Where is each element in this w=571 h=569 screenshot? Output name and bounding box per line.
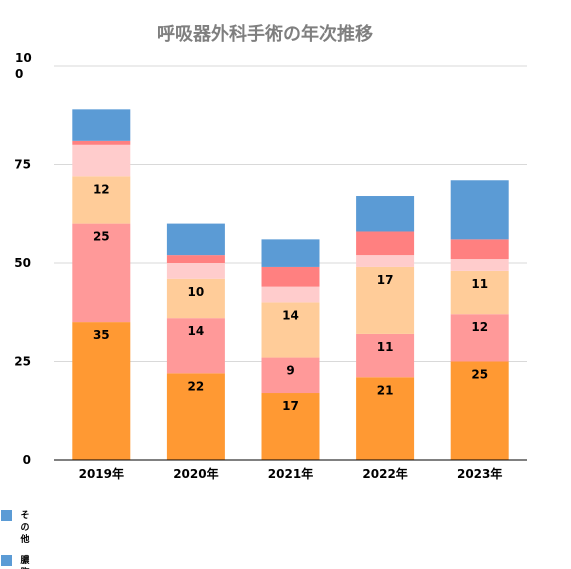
bar-segment [261, 357, 320, 394]
bar-segment [356, 196, 415, 232]
axes: 0 25 50 75 10 0 2019年 2020年 2021年 2022年 2023年 [14, 51, 527, 481]
bar-segment [72, 140, 131, 145]
data-label: 25 [93, 230, 110, 244]
data-label: 21 [377, 383, 394, 397]
bar-segment [166, 373, 225, 460]
x-tick-label: 2023年 [457, 466, 502, 481]
bar-segment [72, 322, 131, 460]
legend-swatch [1, 510, 12, 521]
y-tick-label: 10 0 [15, 51, 32, 81]
bar-segment [72, 176, 131, 224]
bar-segment [356, 231, 415, 256]
bar-segment [356, 255, 415, 267]
data-label: 22 [188, 379, 205, 393]
bar-segment [166, 318, 225, 374]
x-tick-label: 2021年 [268, 466, 313, 481]
legend-swatch [1, 555, 12, 566]
chart-title: 呼吸器外科手術の年次推移 [157, 23, 373, 45]
data-label: 11 [377, 340, 394, 354]
bar-segment [261, 302, 320, 358]
data-label: 10 [188, 285, 205, 299]
data-label: 14 [282, 308, 299, 322]
y-tick-label: 50 [14, 256, 31, 270]
bar-segment [356, 266, 415, 334]
bar-segment [450, 270, 509, 315]
y-tick-label: 75 [14, 158, 31, 172]
data-label: 35 [93, 328, 110, 342]
data-labels: 35 25 12 22 14 10 17 9 14 21 11 17 25 12 11 [93, 182, 488, 413]
bar-segment [166, 255, 225, 263]
data-label: 12 [93, 182, 110, 196]
y-tick-label: 25 [14, 355, 31, 369]
bar-segment [166, 278, 225, 319]
legend: その他膿胸 [1, 510, 30, 569]
data-label: 11 [471, 277, 488, 291]
x-tick-label: 2022年 [362, 466, 407, 481]
bar-segment [261, 286, 320, 303]
bar-segment [261, 266, 320, 287]
bar-segment [72, 144, 131, 177]
bar-segment [72, 223, 131, 323]
bar-segment [450, 239, 509, 260]
bar-segment [450, 361, 509, 460]
bar-segment [261, 393, 320, 460]
data-label: 14 [188, 324, 205, 338]
bar-segment [450, 314, 509, 362]
data-label: 12 [471, 320, 488, 334]
x-tick-label: 2020年 [173, 466, 218, 481]
data-label: 17 [282, 399, 299, 413]
bar-segment [356, 377, 415, 460]
legend-label: 膿胸 [20, 554, 30, 569]
legend-label: その他 [19, 510, 29, 545]
bar-segment [261, 239, 320, 267]
bar-segment [356, 333, 415, 378]
data-label: 25 [471, 368, 488, 382]
bar-segment [450, 259, 509, 271]
bar-segment [72, 109, 131, 141]
x-tick-label: 2019年 [79, 466, 124, 481]
y-tick-label: 0 [23, 453, 31, 467]
bar-segment [166, 223, 225, 256]
data-label: 9 [286, 364, 294, 378]
bar-segment [450, 180, 509, 240]
bars [72, 109, 509, 460]
bar-segment [166, 263, 225, 279]
data-label: 17 [377, 273, 394, 287]
